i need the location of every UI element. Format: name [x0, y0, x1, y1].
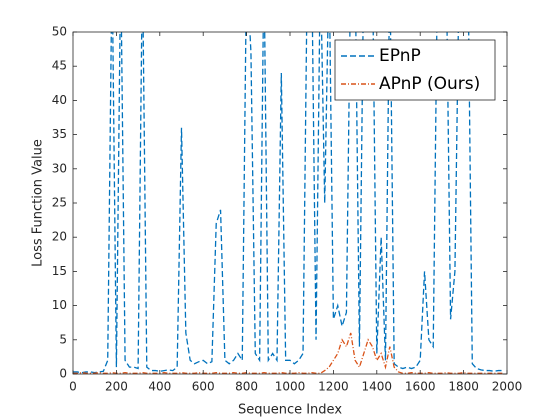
lines	[73, 32, 503, 374]
y-tick-label: 0	[59, 367, 67, 381]
y-tick-label: 5	[59, 332, 67, 346]
x-tick-label: 200	[105, 380, 128, 394]
y-tick-label: 50	[52, 25, 67, 39]
x-tick-label: 1000	[275, 380, 306, 394]
y-tick-label: 30	[52, 161, 67, 175]
y-tick-label: 40	[52, 93, 67, 107]
x-tick-label: 1800	[448, 380, 479, 394]
x-tick-label: 400	[148, 380, 171, 394]
series-line	[73, 332, 503, 374]
x-tick-label: 1200	[318, 380, 349, 394]
y-tick-label: 15	[52, 264, 67, 278]
y-axis-label: Loss Function Value	[31, 139, 46, 267]
x-tick-label: 800	[235, 380, 258, 394]
x-tick-label: 2000	[492, 380, 523, 394]
x-tick-label: 600	[192, 380, 215, 394]
x-axis-label: Sequence Index	[238, 403, 342, 418]
x-tick-label: 1600	[405, 380, 436, 394]
y-tick-label: 20	[52, 230, 67, 244]
series-line	[73, 32, 503, 374]
y-tick-label: 35	[52, 127, 67, 141]
legend-box	[334, 39, 496, 101]
x-tick-label: 0	[69, 380, 77, 394]
legend-label: APnP (Ours)	[379, 74, 480, 94]
y-tick-label: 25	[52, 196, 67, 210]
x-tick-label: 1400	[362, 380, 393, 394]
y-tick-label: 10	[52, 298, 67, 312]
legend-label: EPnP	[379, 46, 421, 66]
y-tick-label: 45	[52, 59, 67, 73]
